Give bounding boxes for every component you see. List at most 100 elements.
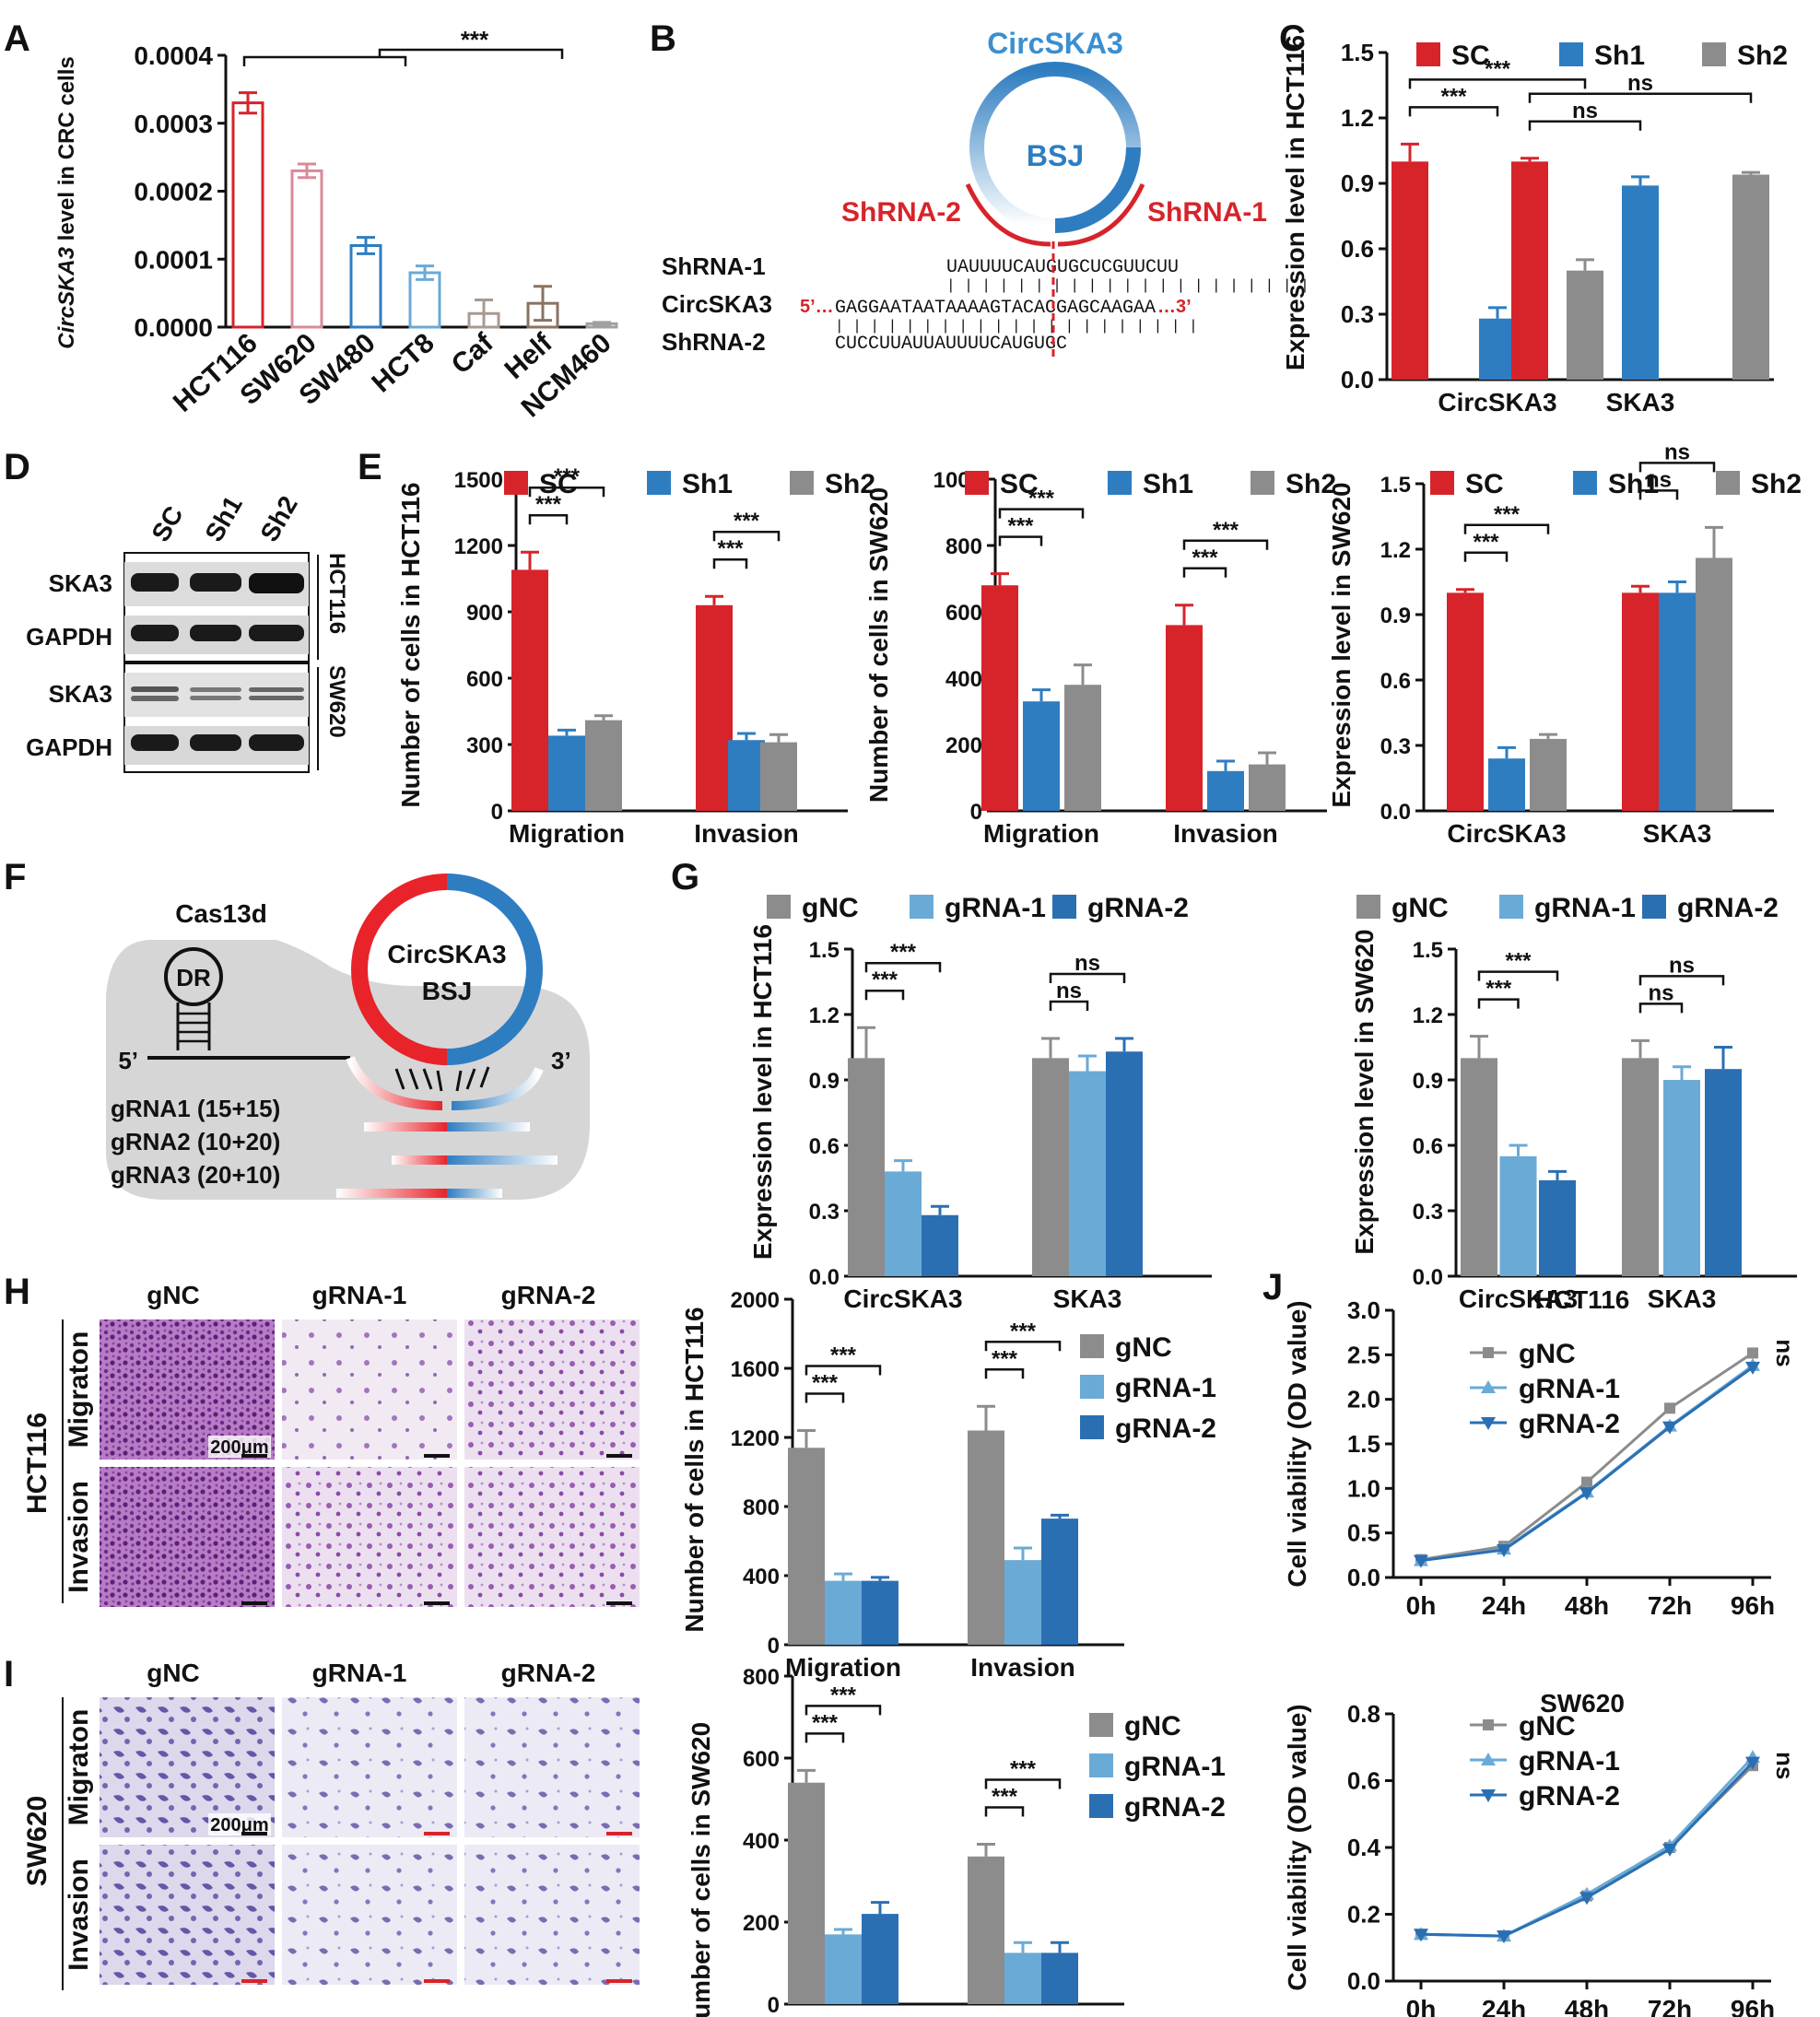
- legend-swatch: [910, 895, 933, 919]
- panel-letter-h: H: [4, 1272, 30, 1312]
- x-tick-label: CircSKA3: [843, 1284, 962, 1313]
- y-tick-label: 1.5: [1347, 1430, 1380, 1458]
- legend-swatch: [767, 895, 791, 919]
- bar-SW620: [290, 169, 323, 329]
- bar-gRNA-2-SKA3: [1705, 1069, 1742, 1276]
- sig-label: ***: [1192, 545, 1218, 570]
- panel-b-row3-label: ShRNA-2: [662, 328, 766, 356]
- sig-label: ***: [717, 536, 744, 561]
- panel-h-col-grna1: gRNA-1: [312, 1281, 407, 1309]
- legend-swatch: [1080, 1415, 1104, 1439]
- sig-label: ***: [992, 1346, 1018, 1371]
- legend-label: Sh1: [682, 469, 733, 499]
- y-tick-label: 2.5: [1347, 1341, 1380, 1368]
- y-tick-label: 0.6: [1341, 235, 1374, 263]
- panel-d-row-ska3-1: SKA3: [49, 569, 112, 597]
- chart-g2: 0.0 0.3 0.6 0.9 1.2 1.5 CircSKA3 *** *** SKA3 nsns…: [1350, 893, 1797, 1313]
- panel-b-pairing-lines-2: | | | | | | | | | | | | | | | | | | | | …: [835, 318, 1198, 334]
- legend-swatch: [1702, 42, 1726, 66]
- legend-label: SC: [1000, 469, 1039, 499]
- legend-swatch: [1642, 895, 1666, 919]
- sig-label: ***: [734, 509, 760, 534]
- legend-label: gRNA-2: [1115, 1413, 1216, 1444]
- legend-swatch: [1356, 895, 1380, 919]
- legend-marker: [1483, 1719, 1494, 1730]
- y-tick-label: 600: [743, 1747, 780, 1772]
- panel-i-row-migration: Migraton: [64, 1709, 94, 1826]
- panel-letter-j: J: [1262, 1267, 1283, 1308]
- y-tick-label: 0: [768, 1634, 780, 1659]
- x-tick-label: 0h: [1406, 1591, 1437, 1620]
- x-tick-label: 24h: [1482, 1591, 1526, 1620]
- panel-d-western-blot: SC Sh1 Sh2 SKA3 GAPDH SKA3 GAPDH HCT116 …: [26, 491, 349, 773]
- y-tick-label: 0.0: [1347, 1564, 1380, 1591]
- panel-d-col-sh2: Sh2: [254, 491, 303, 546]
- bar-SC-Migration: [981, 585, 1018, 811]
- bar-HCT116: [231, 101, 264, 329]
- panel-h-col-grna2: gRNA-2: [501, 1281, 596, 1309]
- legend-swatch: [1052, 895, 1076, 919]
- panel-a-bracket-left: [242, 55, 407, 66]
- y-tick-label: 800: [743, 1495, 780, 1520]
- bar-Sh2-CircSKA3: [1567, 270, 1603, 380]
- panel-d-bands: [131, 573, 304, 751]
- y-tick-label: 0.9: [809, 1069, 840, 1094]
- y-tick-label: 0.0002: [134, 178, 213, 206]
- legend-label: gNC: [1519, 1711, 1576, 1741]
- chart-g1: 0.0 0.3 0.6 0.9 1.2 1.5 CircSKA3 ****** SKA3 ns ns…: [748, 893, 1212, 1313]
- legend-label: Sh1: [1608, 469, 1659, 499]
- bar-gRNA-1-SKA3: [1663, 1080, 1700, 1276]
- sig-bracket: [1638, 489, 1679, 500]
- y-tick-label: 0.0: [1380, 800, 1411, 825]
- panel-letter-b: B: [650, 18, 676, 59]
- x-tick-label: 96h: [1731, 1591, 1775, 1620]
- panel-i-img-grna2-mig: [464, 1697, 640, 1837]
- legend-marker: [1483, 1347, 1494, 1358]
- legend-label: gRNA-2: [1087, 893, 1189, 923]
- panel-b-shrna1-arc: [1057, 182, 1145, 247]
- point-gNC: [1747, 1347, 1758, 1359]
- bar-Sh2-SKA3: [1732, 174, 1769, 380]
- x-tick-label: Invasion: [970, 1653, 1075, 1682]
- panel-i-scalebar-label: 200μm: [210, 1815, 268, 1835]
- x-tick-label: 72h: [1648, 1591, 1692, 1620]
- y-tick-label: 0.9: [1380, 604, 1411, 628]
- sig-bracket: [712, 557, 748, 569]
- sig-label: ns: [1074, 951, 1100, 976]
- panel-h-side-label: HCT116: [22, 1413, 53, 1514]
- x-tick-label: 24h: [1482, 1995, 1526, 2017]
- sig-label: ***: [1010, 1319, 1037, 1343]
- bar-Sh2-Migration: [585, 720, 622, 811]
- sig-label: ns: [1572, 99, 1598, 123]
- chart-j1: 0.0 0.5 1.0 1.5 2.0 2.5 3.0 0h 24h 48h 72h 96h gNC gR…: [1283, 1285, 1799, 1620]
- sig-bracket: [1477, 970, 1559, 981]
- bar-gRNA-2-Invasion: [1041, 1519, 1078, 1645]
- sig-label: ***: [890, 940, 917, 965]
- sig-label: ns: [1669, 953, 1695, 978]
- legend-label: gNC: [1391, 893, 1449, 923]
- legend-swatch: [1716, 471, 1740, 495]
- sig-bracket: [1049, 1000, 1089, 1012]
- sig-label: ns: [1646, 467, 1672, 492]
- y-tick-label: 1.5: [809, 938, 840, 963]
- y-tick-label: 1200: [454, 534, 503, 559]
- bar-Sh1-CircSKA3: [1479, 318, 1516, 380]
- legend-swatch: [1559, 42, 1583, 66]
- point-gRNA-2: [1579, 1487, 1594, 1501]
- panel-h-img-gnc-inv: [100, 1467, 275, 1607]
- x-tick-label: 48h: [1565, 1995, 1609, 2017]
- legend-swatch: [790, 471, 814, 495]
- legend-swatch: [1499, 895, 1523, 919]
- panel-d-row-gapdh-1: GAPDH: [26, 623, 112, 651]
- panel-b-row1-label: ShRNA-1: [662, 252, 766, 280]
- y-tick-label: 400: [743, 1565, 780, 1589]
- y-tick-label: 1.2: [1380, 538, 1411, 563]
- chart-title: SW620: [1540, 1689, 1625, 1718]
- y-tick-label: 1200: [731, 1426, 780, 1451]
- legend-label: gRNA-2: [1519, 1781, 1620, 1812]
- y-tick-label: 400: [945, 667, 982, 692]
- legend-label: SC: [539, 469, 578, 499]
- bar-Sh1-Invasion: [728, 740, 765, 811]
- panel-i-img-grna1-mig: [282, 1697, 457, 1837]
